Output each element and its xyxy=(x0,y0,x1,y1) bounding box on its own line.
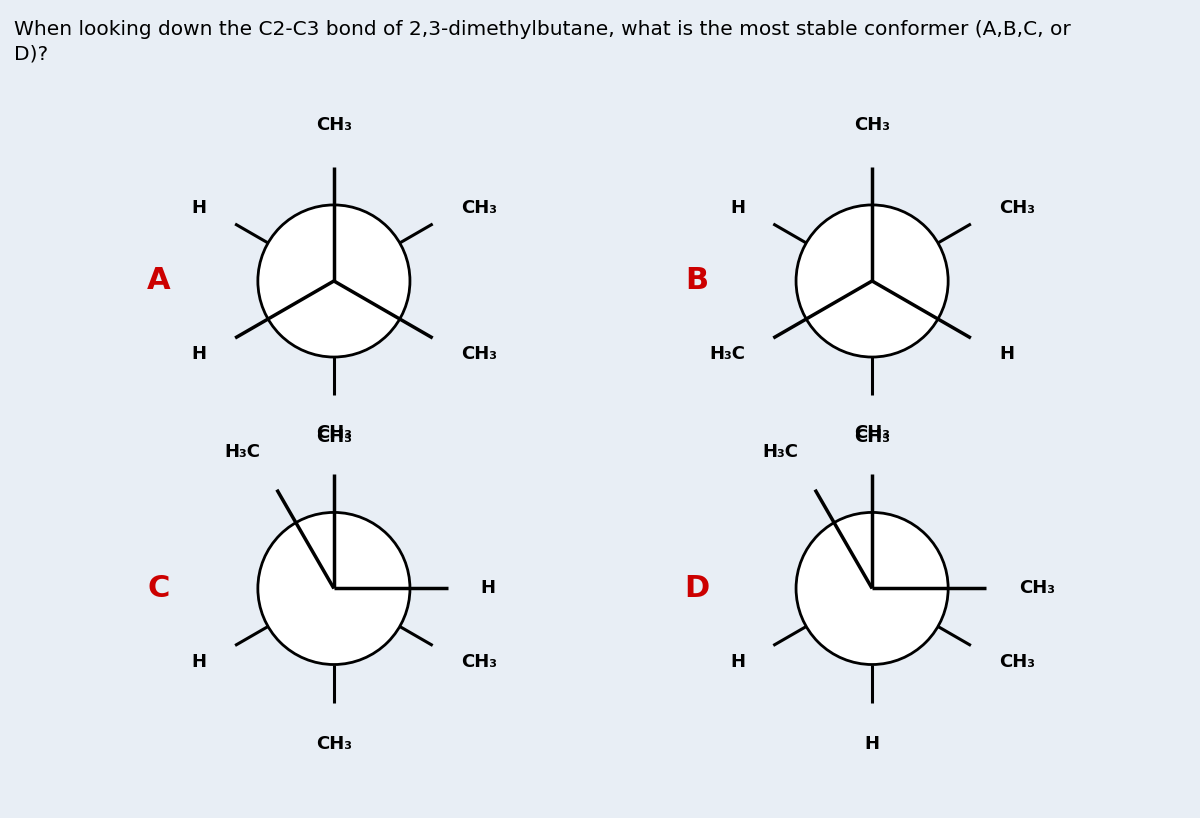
Text: H₃C: H₃C xyxy=(763,443,799,461)
Text: H: H xyxy=(192,345,206,363)
Ellipse shape xyxy=(796,512,948,664)
Text: H₃C: H₃C xyxy=(224,443,260,461)
Text: A: A xyxy=(146,267,170,295)
Text: H: H xyxy=(730,199,745,217)
Text: CH₃: CH₃ xyxy=(316,116,352,134)
Text: C: C xyxy=(148,574,169,603)
Text: H: H xyxy=(192,653,206,671)
Text: CH₃: CH₃ xyxy=(316,735,352,753)
Text: CH₃: CH₃ xyxy=(854,428,890,446)
Text: H: H xyxy=(192,199,206,217)
Text: D: D xyxy=(684,574,709,603)
Text: CH₃: CH₃ xyxy=(461,653,497,671)
Text: CH₃: CH₃ xyxy=(316,424,352,442)
Text: CH₃: CH₃ xyxy=(854,424,890,442)
Text: CH₃: CH₃ xyxy=(1019,579,1055,597)
Text: H: H xyxy=(730,653,745,671)
Ellipse shape xyxy=(796,205,948,357)
Text: H: H xyxy=(481,579,496,597)
Text: CH₃: CH₃ xyxy=(1000,199,1036,217)
Text: H₃C: H₃C xyxy=(709,345,745,363)
Text: CH₃: CH₃ xyxy=(316,428,352,446)
Text: D)?: D)? xyxy=(14,45,48,64)
Text: CH₃: CH₃ xyxy=(854,116,890,134)
Ellipse shape xyxy=(258,205,410,357)
Text: When looking down the C2-C3 bond of 2,3-dimethylbutane, what is the most stable : When looking down the C2-C3 bond of 2,3-… xyxy=(14,20,1072,39)
Text: CH₃: CH₃ xyxy=(461,345,497,363)
Ellipse shape xyxy=(258,512,410,664)
Text: B: B xyxy=(685,267,708,295)
Text: H: H xyxy=(1000,345,1014,363)
Text: CH₃: CH₃ xyxy=(1000,653,1036,671)
Text: CH₃: CH₃ xyxy=(461,199,497,217)
Text: H: H xyxy=(864,735,880,753)
